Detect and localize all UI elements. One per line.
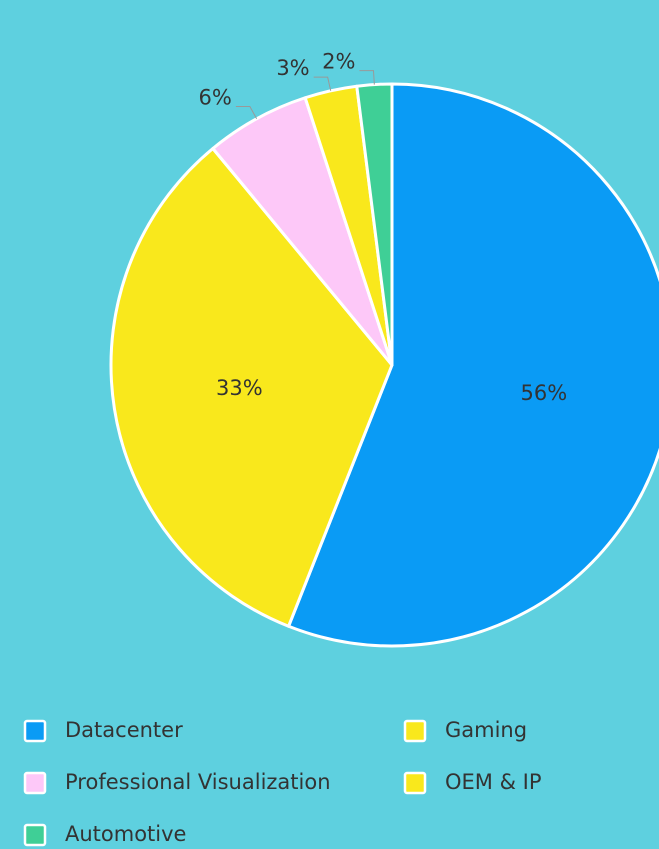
legend-swatch — [23, 719, 47, 743]
slice-label: 3% — [276, 56, 309, 80]
pie-slice — [287, 82, 659, 648]
legend-swatch — [23, 823, 47, 847]
leader-line — [235, 105, 258, 119]
pie-slice — [109, 146, 394, 628]
slice-label: 33% — [216, 376, 263, 400]
legend-label: Gaming — [445, 718, 527, 742]
slice-label: 6% — [199, 85, 232, 109]
legend-label: Automotive — [65, 822, 186, 846]
slice-label: 56% — [520, 381, 567, 405]
legend-label: OEM & IP — [445, 770, 542, 794]
leader-line — [359, 70, 375, 85]
legend-swatch — [23, 771, 47, 795]
legend-swatch — [403, 771, 427, 795]
legend-label: Professional Visualization — [65, 770, 331, 794]
slice-label: 2% — [322, 50, 355, 74]
legend-swatch — [403, 719, 427, 743]
legend-label: Datacenter — [65, 718, 183, 742]
leader-line — [313, 76, 332, 91]
